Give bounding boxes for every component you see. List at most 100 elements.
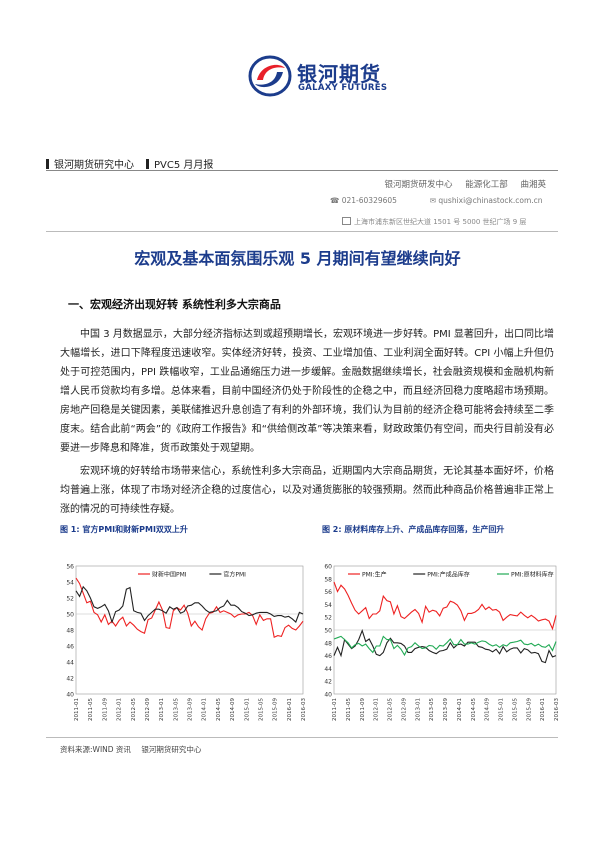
x-tick-label: 2013-01 [415,698,421,721]
email-icon: ✉ [429,196,437,205]
y-tick-label: 58 [324,576,332,583]
legend-label: PMI:产成品库存 [427,571,470,579]
logo-emblem-icon [248,55,292,97]
figure-2-caption: 图 2: 原材料库存上升、产成品库存回落，生产回升 [322,525,505,534]
x-tick-label: 2014-09 [485,698,491,721]
y-tick-label: 52 [66,596,74,603]
author-dept: 银河期货研发中心 [384,180,453,190]
galaxy-futures-logo: 银河期货 GALAXY FUTURES [247,52,388,100]
x-tick-label: 2011-09 [360,698,366,721]
x-tick-label: 2011-09 [102,698,108,721]
y-tick-label: 48 [324,640,332,647]
x-tick-label: 2015-01 [499,698,505,721]
author-team: 能源化工部 [465,180,508,190]
x-tick-label: 2013-09 [443,698,449,721]
paragraph-1: 中国 3 月数据显示，大部分经济指标达到或超预期增长，宏观环境进一步好转。PMI… [60,329,554,454]
x-tick-label: 2015-09 [273,698,279,721]
y-tick-label: 42 [324,679,332,686]
x-tick-label: 2014-09 [230,698,236,721]
report-header: 银河期货研究中心 PVC5 月月报 [46,156,213,171]
logo-name-cn: 银河期货 [297,62,381,86]
y-tick-label: 44 [324,666,332,673]
source-org: 银河期货研究中心 [141,745,202,754]
logo-name-en: GALAXY FUTURES [298,83,388,93]
x-tick-label: 2011-05 [346,698,352,721]
y-tick-label: 56 [324,589,332,596]
x-tick-label: 2011-05 [88,698,94,721]
source-note: 资料来源:WIND 资讯 银河期货研究中心 [60,744,209,755]
x-tick-label: 2012-09 [401,698,407,721]
author-block: 银河期货研发中心 能源化工部 曲湘英 [375,178,546,190]
address-rule [46,231,558,232]
x-tick-label: 2016-01 [287,698,293,721]
legend-label: PMI:生产 [362,571,387,579]
y-tick-label: 46 [324,653,332,660]
y-tick-label: 52 [324,615,332,622]
header-org: 银河期货研究中心 [54,160,134,171]
y-tick-label: 56 [66,564,74,571]
phone-number: 021-60329605 [341,196,397,205]
x-tick-label: 2013-01 [159,698,165,721]
source-text: 资料来源:WIND 资讯 [60,745,131,754]
legend-label: 官方PMI [223,571,246,579]
x-tick-label: 2012-05 [388,698,394,721]
contact-line: ☎ 021-60329605 ✉ qushixi@chinastock.com.… [330,196,543,205]
plot-frame [75,565,304,695]
y-tick-label: 40 [66,692,74,699]
y-tick-label: 54 [66,580,74,587]
header-bar-icon [46,159,49,169]
legend-label: PMI:原材料库存 [511,571,554,579]
x-tick-label: 2013-05 [173,698,179,721]
address-text: 上海市浦东新区世纪大道 1501 号 5000 世纪广场 9 层 [354,218,527,226]
y-tick-label: 50 [66,612,74,619]
footer-rule [46,737,558,738]
author-name: 曲湘英 [520,180,546,190]
email-address[interactable]: qushixi@chinastock.com.cn [438,196,543,205]
series-line-2 [333,635,557,657]
x-tick-label: 2013-05 [429,698,435,721]
y-tick-label: 46 [66,644,74,651]
x-tick-label: 2015-05 [512,698,518,721]
x-tick-label: 2012-01 [117,698,123,721]
y-tick-label: 48 [66,628,74,635]
y-tick-label: 50 [324,628,332,635]
x-tick-label: 2016-03 [554,698,558,721]
x-tick-label: 2016-01 [540,698,546,721]
section-heading-1: 一、宏观经济出现好转 系统性利多大宗商品 [68,298,281,311]
series-line-0 [75,577,304,638]
legend-label: 财新中国PMI [152,571,187,579]
address-line: 上海市浦东新区世纪大道 1501 号 5000 世纪广场 9 层 [342,217,526,227]
x-tick-label: 2016-03 [301,698,305,721]
y-tick-label: 54 [324,602,332,609]
x-tick-label: 2011-01 [74,698,80,721]
x-tick-label: 2015-01 [244,698,250,721]
series-line-1 [75,585,304,624]
series-line-0 [333,581,557,631]
y-tick-label: 42 [66,676,74,683]
x-tick-label: 2014-01 [457,698,463,721]
y-tick-label: 60 [324,564,332,571]
x-tick-label: 2012-09 [145,698,151,721]
x-tick-label: 2015-05 [258,698,264,721]
header-bar-icon [146,159,149,169]
y-tick-label: 40 [324,692,332,699]
x-tick-label: 2012-01 [374,698,380,721]
report-title: 宏观及基本面氛围乐观 5 月期间有望继续向好 [134,249,461,268]
phone-icon: ☎ [330,196,340,205]
y-tick-label: 44 [66,660,74,667]
x-tick-label: 2015-09 [526,698,532,721]
x-tick-label: 2012-05 [131,698,137,721]
x-tick-label: 2014-05 [471,698,477,721]
x-tick-label: 2011-01 [332,698,338,721]
location-icon [342,217,351,225]
series-line-1 [333,628,557,664]
x-tick-label: 2014-01 [202,698,208,721]
header-rule [46,170,558,171]
paragraph-2: 宏观环境的好转给市场带来信心，系统性利多大宗商品，近期国内大宗商品期货，无论其基… [60,466,554,515]
header-report: PVC5 月月报 [154,160,214,171]
x-tick-label: 2014-05 [216,698,222,721]
figure-1-caption: 图 1: 官方PMI和财新PMI双双上升 [60,525,188,534]
x-tick-label: 2013-09 [188,698,194,721]
